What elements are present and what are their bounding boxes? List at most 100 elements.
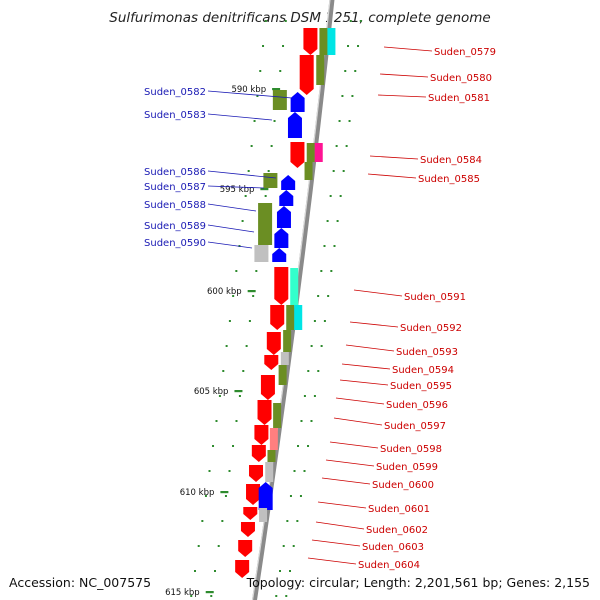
guide-dot	[215, 420, 218, 422]
gene-label-right: Suden_0581	[428, 93, 490, 104]
leader-line	[207, 113, 273, 121]
gene-label-right: Suden_0579	[434, 47, 496, 58]
forward-gene-arrow	[246, 484, 261, 505]
tick-label: 615 kbp	[165, 588, 200, 598]
leader-line	[383, 46, 433, 52]
tick-label: 590 kbp	[231, 85, 266, 95]
tick-mark	[260, 188, 269, 191]
guide-dot	[303, 470, 306, 472]
gene-label-right: Suden_0604	[358, 560, 420, 571]
forward-gene-arrow	[264, 355, 279, 370]
cog-block	[306, 143, 315, 162]
leader-line	[353, 289, 403, 297]
leader-line	[339, 379, 389, 386]
reverse-gene-arrow	[272, 248, 287, 262]
topology-text: Topology: circular; Length: 2,201,561 bp…	[246, 575, 590, 590]
guide-dot	[292, 545, 295, 547]
tick-label: 595 kbp	[220, 185, 255, 195]
reverse-gene-arrow	[276, 206, 291, 228]
guide-dot	[307, 445, 310, 447]
guide-dot	[250, 145, 253, 147]
forward-gene-arrow	[243, 507, 258, 520]
reverse-gene-arrow	[287, 112, 302, 138]
forward-gene-arrow	[266, 332, 281, 355]
guide-dot	[201, 520, 204, 522]
cog-block	[273, 403, 282, 428]
guide-dot	[317, 370, 320, 372]
guide-dot	[330, 270, 333, 272]
guide-dot	[197, 545, 200, 547]
cog-block	[327, 28, 336, 55]
guide-dot	[245, 345, 248, 347]
cog-block	[286, 305, 295, 330]
gene-label-right: Suden_0599	[376, 462, 438, 473]
leader-line	[311, 539, 361, 547]
leader-line	[335, 397, 385, 405]
guide-dot	[320, 345, 323, 347]
leader-line	[345, 344, 395, 352]
guide-dot	[338, 120, 341, 122]
guide-dot	[342, 170, 345, 172]
gene-label-left: Suden_0582	[144, 87, 206, 98]
guide-dot	[323, 245, 326, 247]
guide-dot	[253, 120, 256, 122]
cog-block	[278, 365, 287, 385]
gene-label-left: Suden_0589	[144, 221, 206, 232]
guide-dot	[242, 370, 245, 372]
leader-line	[325, 459, 375, 467]
forward-gene-arrow	[260, 375, 275, 400]
gene-label-right: Suden_0585	[418, 174, 480, 185]
cog-block	[304, 162, 313, 180]
reverse-gene-arrow	[274, 228, 289, 248]
guide-dot	[241, 220, 244, 222]
gene-label-right: Suden_0603	[362, 542, 424, 553]
guide-dot	[344, 70, 347, 72]
leader-line	[333, 417, 383, 426]
cog-block	[290, 268, 299, 305]
guide-dot	[347, 45, 350, 47]
gene-label-right: Suden_0584	[420, 155, 482, 166]
gene-label-right: Suden_0592	[400, 323, 462, 334]
guide-dot	[224, 495, 227, 497]
guide-dot	[339, 195, 342, 197]
gene-label-left: Suden_0588	[144, 200, 206, 211]
guide-dot	[326, 220, 329, 222]
reverse-gene-arrow	[290, 92, 305, 112]
guide-dot	[264, 195, 267, 197]
guide-dot	[313, 320, 316, 322]
guide-dot	[222, 370, 225, 372]
forward-gene-arrow	[238, 540, 253, 557]
guide-dot	[349, 20, 352, 22]
guide-dot	[335, 145, 338, 147]
guide-dot	[275, 595, 278, 597]
guide-dot	[284, 20, 287, 22]
guide-dot	[259, 70, 262, 72]
gene-label-right: Suden_0597	[384, 421, 446, 432]
cog-block	[280, 352, 289, 365]
guide-dot	[348, 120, 351, 122]
forward-gene-arrow	[257, 400, 272, 425]
guide-dot	[341, 95, 344, 97]
guide-dot	[235, 420, 238, 422]
cog-block	[258, 203, 273, 245]
guide-dot	[359, 20, 362, 22]
accession-text: Accession: NC_007575	[9, 575, 152, 590]
guide-dot	[329, 195, 332, 197]
tick-label: 610 kbp	[180, 488, 215, 498]
gene-label-right: Suden_0594	[392, 365, 454, 376]
cog-block	[283, 330, 292, 352]
guide-dot	[247, 170, 250, 172]
leader-line	[207, 203, 257, 212]
forward-gene-arrow	[274, 267, 289, 305]
gene-label-right: Suden_0580	[430, 73, 492, 84]
leader-line	[367, 173, 417, 179]
leader-line	[207, 170, 277, 179]
forward-gene-arrow	[290, 142, 305, 168]
guide-dot	[317, 295, 320, 297]
cog-block	[272, 90, 287, 110]
guide-dot	[267, 170, 270, 172]
tick-mark	[220, 491, 229, 494]
cog-block	[269, 428, 278, 450]
guide-dot	[310, 420, 313, 422]
